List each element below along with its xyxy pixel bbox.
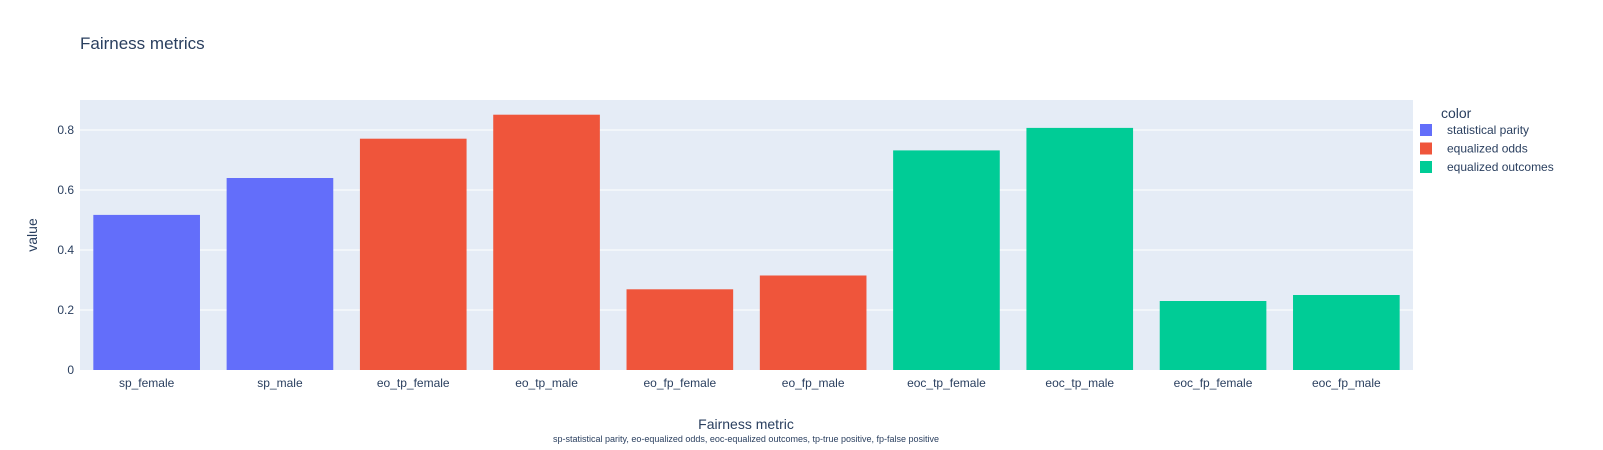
bar-eo_fp_female <box>626 289 734 370</box>
chart-title: Fairness metrics <box>80 34 205 53</box>
bar-eo_tp_male <box>493 114 600 370</box>
x-tick-label: eoc_tp_female <box>907 376 986 390</box>
x-tick-label: eo_fp_female <box>643 376 716 390</box>
x-tick-label: eo_tp_female <box>377 376 450 390</box>
legend-item[interactable]: statistical parity <box>1447 123 1529 137</box>
y-tick-label: 0.2 <box>57 303 74 317</box>
x-axis-title: Fairness metric <box>698 416 794 432</box>
y-tick-label: 0.6 <box>57 183 74 197</box>
legend-swatch[interactable] <box>1420 124 1432 136</box>
bar-sp_female <box>93 214 200 370</box>
y-tick-label: 0 <box>67 363 74 377</box>
x-tick-label: eo_fp_male <box>782 376 845 390</box>
x-tick-label: eoc_fp_female <box>1174 376 1253 390</box>
bar-eo_tp_female <box>359 138 467 370</box>
x-tick-label: eoc_tp_male <box>1045 376 1114 390</box>
x-axis-note: sp-statistical parity, eo-equalized odds… <box>553 434 939 444</box>
x-tick-label: sp_female <box>119 376 175 390</box>
bars <box>93 114 1400 371</box>
legend: color statistical parity equalized odds eq… <box>1420 105 1554 174</box>
bar-eoc_tp_female <box>893 150 1000 370</box>
y-tick-labels: 0 0.2 0.4 0.6 0.8 <box>57 123 74 377</box>
y-axis-title: value <box>24 218 40 252</box>
x-tick-labels: sp_female sp_male eo_tp_female eo_tp_male eo… <box>119 376 1381 390</box>
bar-eoc_fp_male <box>1293 295 1400 370</box>
legend-item[interactable]: equalized odds <box>1447 142 1528 156</box>
bar-eoc_tp_male <box>1026 127 1134 371</box>
legend-item[interactable]: equalized outcomes <box>1447 160 1554 174</box>
legend-swatch[interactable] <box>1420 161 1432 173</box>
x-tick-label: eo_tp_male <box>515 376 578 390</box>
bar-eoc_fp_female <box>1159 301 1267 370</box>
y-tick-label: 0.8 <box>57 123 74 137</box>
x-tick-label: eoc_fp_male <box>1312 376 1381 390</box>
legend-title: color <box>1441 105 1472 121</box>
bar-sp_male <box>226 178 334 370</box>
y-tick-label: 0.4 <box>57 243 74 257</box>
x-tick-label: sp_male <box>257 376 303 390</box>
legend-swatch[interactable] <box>1420 142 1432 155</box>
bar-eo_fp_male <box>759 275 867 370</box>
